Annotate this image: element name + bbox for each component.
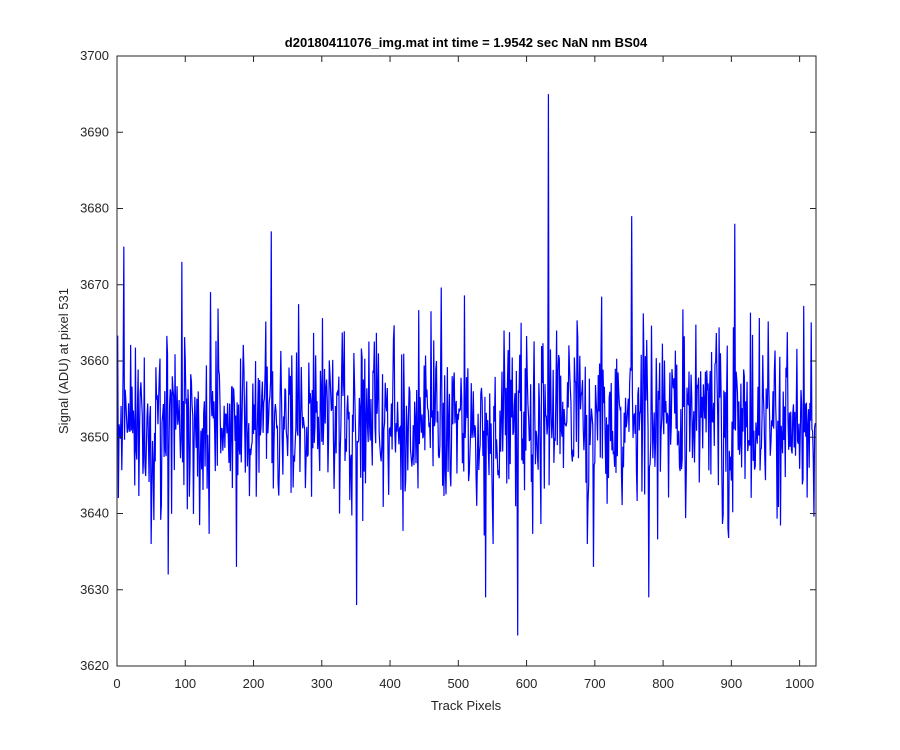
y-tick-label: 3640 [80,506,109,521]
series-line [117,94,817,636]
x-axis-label: Track Pixels [431,698,502,713]
x-tick-label: 700 [584,676,606,691]
x-tick-label: 300 [311,676,333,691]
series-layer [117,94,817,636]
y-tick-label: 3680 [80,201,109,216]
y-tick-label: 3630 [80,582,109,597]
y-tick-label: 3690 [80,124,109,139]
y-tick-label: 3660 [80,353,109,368]
x-tick-label: 100 [174,676,196,691]
x-tick-label: 1000 [785,676,814,691]
y-tick-label: 3670 [80,277,109,292]
y-tick-label: 3650 [80,429,109,444]
x-tick-label: 200 [243,676,265,691]
x-tick-label: 400 [379,676,401,691]
x-tick-label: 600 [516,676,538,691]
x-tick-label: 500 [447,676,469,691]
axes-layer: 0 100 200 300 400 500 600 700 800 900 1000 3620 3630… [80,48,817,691]
x-tick-label: 0 [113,676,120,691]
x-tick-label: 800 [652,676,674,691]
y-tick-label: 3620 [80,658,109,673]
y-tick-label: 3700 [80,48,109,63]
x-tick-label: 900 [721,676,743,691]
chart-title: d20180411076_img.mat int time = 1.9542 s… [285,35,648,50]
y-axis-label: Signal (ADU) at pixel 531 [56,288,71,434]
plot-area [117,56,816,666]
